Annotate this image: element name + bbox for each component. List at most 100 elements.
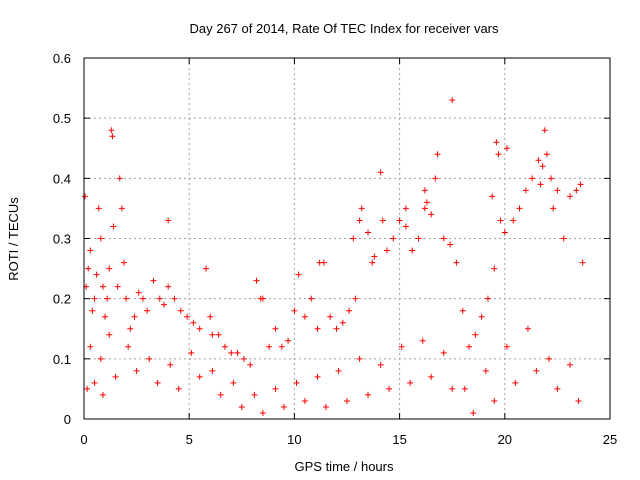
data-point bbox=[327, 313, 334, 320]
data-point bbox=[550, 205, 557, 212]
data-point bbox=[97, 355, 104, 362]
data-point bbox=[85, 265, 92, 272]
data-point bbox=[91, 379, 98, 386]
data-point bbox=[512, 379, 519, 386]
data-point bbox=[333, 325, 340, 332]
chart-title: Day 267 of 2014, Rate Of TEC Index for r… bbox=[189, 21, 499, 36]
data-point bbox=[91, 295, 98, 302]
data-point bbox=[567, 193, 574, 200]
x-tick-label: 15 bbox=[392, 432, 406, 447]
data-point bbox=[131, 313, 138, 320]
data-point bbox=[280, 403, 287, 410]
data-point bbox=[335, 367, 342, 374]
data-point bbox=[407, 379, 414, 386]
data-point bbox=[135, 289, 142, 296]
data-point bbox=[109, 133, 116, 140]
data-point bbox=[344, 397, 350, 404]
data-point bbox=[190, 319, 197, 326]
data-point bbox=[184, 313, 191, 320]
data-point bbox=[175, 385, 182, 392]
data-point bbox=[470, 409, 477, 416]
data-point bbox=[165, 217, 172, 224]
data-point bbox=[491, 265, 498, 272]
data-point bbox=[266, 343, 273, 350]
data-point bbox=[99, 283, 106, 290]
y-tick-label: 0.3 bbox=[53, 232, 71, 247]
data-point bbox=[167, 361, 174, 368]
data-point bbox=[139, 295, 146, 302]
x-tick-label: 25 bbox=[603, 432, 617, 447]
data-point bbox=[87, 247, 94, 254]
x-tick-label: 5 bbox=[186, 432, 193, 447]
data-point bbox=[423, 199, 430, 206]
data-point bbox=[402, 205, 409, 212]
data-point bbox=[495, 151, 502, 158]
data-point bbox=[541, 127, 548, 134]
data-point bbox=[209, 331, 216, 338]
x-tick-label: 0 bbox=[80, 432, 87, 447]
data-point bbox=[217, 391, 224, 398]
data-point bbox=[84, 385, 91, 392]
data-point bbox=[82, 193, 89, 200]
data-point bbox=[510, 217, 517, 224]
data-point bbox=[118, 205, 125, 212]
data-point bbox=[379, 217, 386, 224]
data-point bbox=[554, 187, 561, 194]
y-tick-label: 0.4 bbox=[53, 171, 71, 186]
data-point bbox=[491, 397, 498, 404]
plot-frame bbox=[83, 57, 611, 420]
data-point bbox=[478, 313, 485, 320]
data-point bbox=[428, 211, 435, 218]
data-point bbox=[419, 337, 426, 344]
data-point bbox=[493, 139, 500, 146]
data-point bbox=[295, 271, 302, 278]
data-point bbox=[365, 391, 372, 398]
data-point bbox=[434, 151, 441, 158]
data-point bbox=[144, 307, 151, 314]
data-point bbox=[421, 187, 428, 194]
data-point bbox=[238, 403, 245, 410]
data-point bbox=[386, 385, 393, 392]
data-point bbox=[440, 349, 447, 356]
data-point bbox=[188, 349, 195, 356]
data-point bbox=[93, 271, 100, 278]
data-point bbox=[272, 325, 279, 332]
data-point bbox=[472, 331, 479, 338]
data-point bbox=[383, 247, 390, 254]
data-point bbox=[150, 277, 157, 284]
data-point bbox=[120, 259, 127, 266]
data-point bbox=[516, 205, 523, 212]
data-point bbox=[177, 307, 184, 314]
data-point bbox=[371, 253, 378, 260]
data-point bbox=[95, 205, 102, 212]
data-point bbox=[358, 205, 365, 212]
data-point bbox=[316, 259, 323, 266]
data-point bbox=[461, 385, 468, 392]
data-point bbox=[539, 163, 546, 170]
data-point bbox=[251, 391, 258, 398]
data-point bbox=[272, 385, 279, 392]
data-point bbox=[579, 259, 586, 266]
data-point bbox=[377, 361, 384, 368]
data-point bbox=[253, 277, 260, 284]
data-point bbox=[215, 331, 222, 338]
data-point bbox=[301, 313, 308, 320]
data-point bbox=[104, 295, 111, 302]
y-tick-label: 0.2 bbox=[53, 292, 71, 307]
y-tick-label: 0.6 bbox=[53, 51, 71, 66]
data-point bbox=[453, 259, 460, 266]
data-point bbox=[133, 367, 140, 374]
data-point bbox=[108, 127, 115, 134]
data-point bbox=[497, 217, 504, 224]
data-point bbox=[459, 307, 466, 314]
data-point bbox=[390, 235, 397, 242]
data-point bbox=[102, 313, 109, 320]
data-point bbox=[560, 235, 567, 242]
data-point bbox=[409, 247, 416, 254]
data-point bbox=[196, 373, 203, 380]
data-point bbox=[247, 361, 254, 368]
y-tick-label: 0.5 bbox=[53, 111, 71, 126]
data-point bbox=[125, 343, 132, 350]
data-point bbox=[537, 181, 544, 188]
